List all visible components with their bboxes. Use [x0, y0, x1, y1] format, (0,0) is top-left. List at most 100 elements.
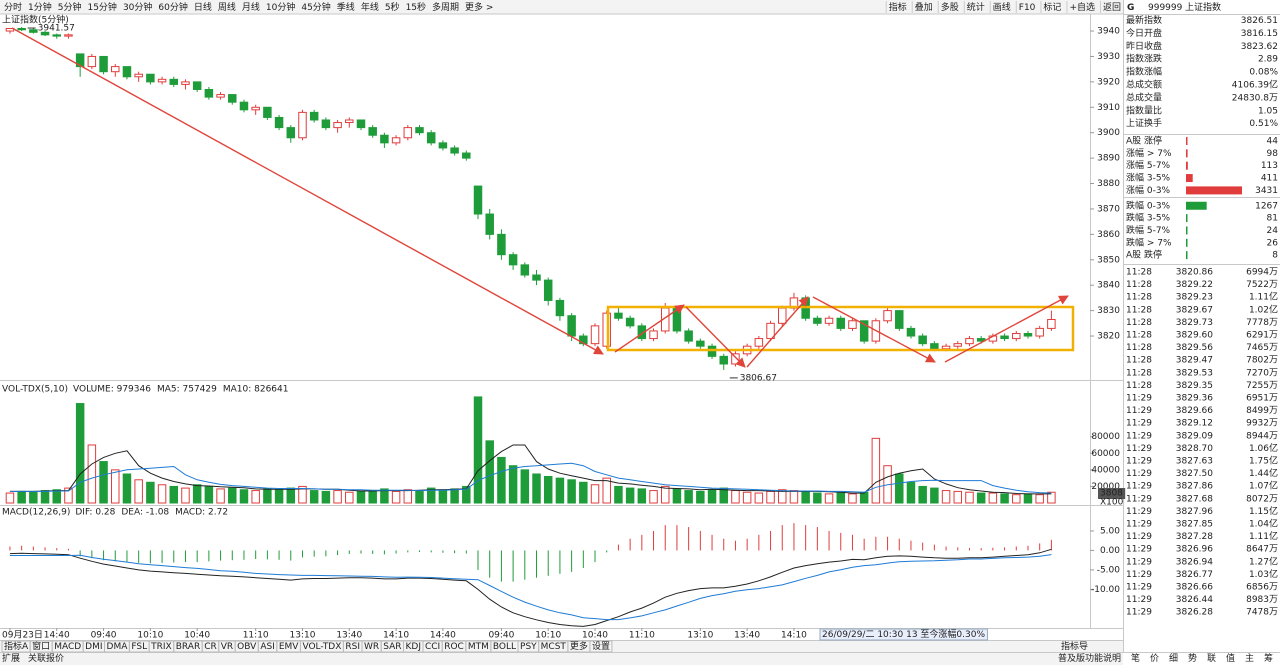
legend-entry: VOLUME: 979346 [73, 385, 151, 395]
period-tab[interactable]: 10分钟 [266, 1, 295, 13]
indicator-tab[interactable]: CCI [425, 642, 440, 652]
period-tab[interactable]: 年线 [361, 1, 379, 13]
trade-time: 11:28 [1126, 305, 1152, 315]
volume-bar [801, 490, 810, 504]
status-icon[interactable]: 筹 [1264, 652, 1273, 664]
period-tab[interactable]: 45分钟 [301, 1, 330, 13]
indicator-tab[interactable]: 指标导 [1061, 640, 1088, 652]
legend-entry: DIF: 0.28 [75, 508, 115, 518]
trade-price: 3829.12 [1176, 419, 1213, 429]
breadth-bar [1186, 149, 1188, 158]
period-tab[interactable]: 季线 [337, 1, 355, 13]
x-tick-label: 09月23日 [2, 630, 43, 641]
candle-body [602, 312, 611, 347]
period-tab[interactable]: 周线 [218, 1, 236, 13]
indicator-tab[interactable]: DMA [107, 642, 129, 652]
candle-body [590, 325, 600, 345]
volume-bar [707, 489, 717, 504]
y-tick-label: 3860 [1097, 230, 1120, 240]
indicator-tab[interactable]: BRAR [176, 642, 200, 652]
candle-body [99, 55, 108, 73]
help-link[interactable]: 普及版功能说明 [1058, 652, 1121, 664]
quote-label: 指数涨幅 [1126, 66, 1162, 78]
status-icon[interactable]: 笔 [1131, 652, 1140, 664]
status-tab[interactable]: 扩展 [2, 652, 20, 664]
period-tab[interactable]: 5分钟 [58, 1, 82, 13]
period-tab[interactable]: 月线 [242, 1, 260, 13]
indicator-tab[interactable]: 设置 [592, 641, 610, 652]
status-icon[interactable]: 联 [1207, 653, 1216, 664]
period-tab[interactable]: 15分钟 [87, 1, 116, 13]
x-tick-label: 13:40 [734, 631, 760, 641]
period-tab[interactable]: 30分钟 [123, 1, 152, 13]
period-tab[interactable]: 5秒 [385, 1, 400, 13]
indicator-tab[interactable]: 更多 [570, 640, 588, 652]
indicator-tab[interactable]: 窗口 [32, 640, 50, 652]
indicator-tab[interactable]: KDJ [405, 642, 421, 652]
volume-bar [450, 488, 459, 504]
period-tab[interactable]: 多周期 [432, 1, 459, 13]
volume-bar [543, 475, 553, 504]
tool-button[interactable]: 返回 [1103, 1, 1121, 13]
quote-value: 3823.62 [1241, 42, 1278, 52]
status-icon[interactable]: 价 [1150, 653, 1159, 664]
status-tab[interactable]: 关联报价 [28, 652, 64, 664]
quote-label: 今日开盘 [1126, 27, 1162, 39]
period-tab[interactable]: 1分钟 [28, 1, 52, 13]
x-tick-label: 13:40 [336, 631, 362, 641]
status-icon[interactable]: 主 [1245, 652, 1254, 664]
indicator-tab[interactable]: WR [364, 642, 379, 652]
tool-button[interactable]: 画线 [993, 1, 1011, 13]
indicator-tab[interactable]: ASI [260, 642, 275, 652]
indicator-tab[interactable]: EMV [279, 642, 299, 652]
indicator-tab[interactable]: VOL-TDX [302, 642, 341, 652]
y-tick-label: -5.00 [1097, 565, 1121, 575]
period-tab[interactable]: 15秒 [406, 1, 426, 13]
candle-body [918, 335, 927, 345]
indicator-tab[interactable]: RSI [345, 642, 360, 652]
status-icon[interactable]: 细 [1169, 652, 1178, 664]
tool-button[interactable]: 统计 [967, 1, 985, 13]
volume-bar [590, 484, 600, 504]
indicator-tab[interactable]: OBV [237, 642, 257, 652]
volume-bar [17, 490, 26, 504]
trade-price: 3827.86 [1176, 482, 1213, 492]
indicator-tab[interactable]: PSY [520, 642, 537, 652]
volume-bar [415, 490, 424, 504]
indicator-tab[interactable]: MCST [541, 642, 567, 652]
volume-bar [848, 493, 857, 504]
trade-price: 3829.22 [1176, 280, 1213, 290]
tool-button[interactable]: F10 [1019, 3, 1036, 13]
trade-time: 11:28 [1126, 280, 1152, 290]
candle-body [930, 343, 939, 350]
tool-button[interactable]: 叠加 [915, 2, 933, 13]
candle-body [391, 137, 401, 144]
candle-body [426, 132, 436, 144]
volume-bar [368, 490, 377, 504]
candle-body [555, 299, 565, 317]
status-icon[interactable]: 值 [1226, 652, 1235, 664]
indicator-tab[interactable]: DMI [85, 642, 102, 652]
status-icon[interactable]: 势 [1188, 652, 1197, 664]
period-tab[interactable]: 日线 [194, 1, 212, 13]
indicator-tab[interactable]: FSL [131, 642, 147, 652]
indicator-tab[interactable]: CR [204, 642, 217, 652]
candle-body [637, 325, 647, 340]
period-tab[interactable]: 更多 > [465, 1, 493, 13]
tool-button[interactable]: 标记 [1043, 1, 1061, 13]
indicator-tab[interactable]: ROC [444, 642, 464, 652]
period-tab[interactable]: 分时 [4, 1, 22, 13]
tool-button[interactable]: 指标 [889, 1, 907, 13]
indicator-tab[interactable]: MACD [54, 642, 81, 652]
indicator-tab[interactable]: MTM [468, 642, 489, 652]
indicator-tab[interactable]: 指标A [4, 640, 29, 652]
period-tab[interactable]: 60分钟 [158, 1, 187, 13]
trade-price: 3829.56 [1176, 343, 1213, 353]
volume-bar [778, 489, 787, 504]
indicator-tab[interactable]: TRIX [150, 642, 172, 652]
indicator-tab[interactable]: BOLL [493, 642, 516, 652]
tool-button[interactable]: 多股 [941, 1, 959, 13]
indicator-tab[interactable]: SAR [383, 642, 401, 652]
indicator-tab[interactable]: VR [221, 642, 233, 652]
tool-button[interactable]: +自选 [1069, 1, 1095, 13]
